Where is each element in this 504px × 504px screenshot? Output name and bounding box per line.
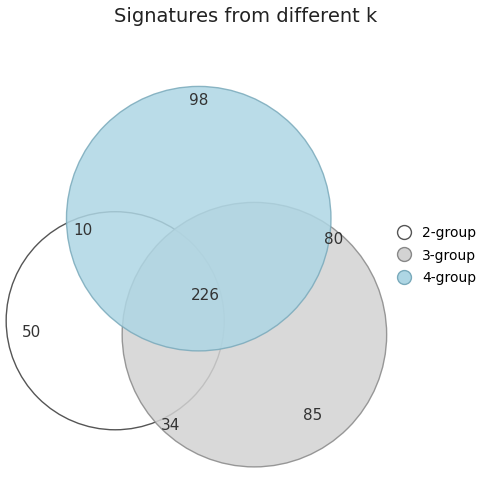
Text: 10: 10: [73, 223, 92, 238]
Legend: 2-group, 3-group, 4-group: 2-group, 3-group, 4-group: [391, 221, 481, 291]
Text: 226: 226: [191, 288, 220, 303]
Circle shape: [122, 203, 387, 467]
Text: 85: 85: [303, 408, 322, 423]
Text: 98: 98: [189, 93, 209, 108]
Circle shape: [67, 86, 331, 351]
Text: 80: 80: [324, 232, 343, 247]
Title: Signatures from different k: Signatures from different k: [113, 7, 377, 26]
Text: 50: 50: [22, 325, 41, 340]
Text: 34: 34: [161, 418, 180, 432]
